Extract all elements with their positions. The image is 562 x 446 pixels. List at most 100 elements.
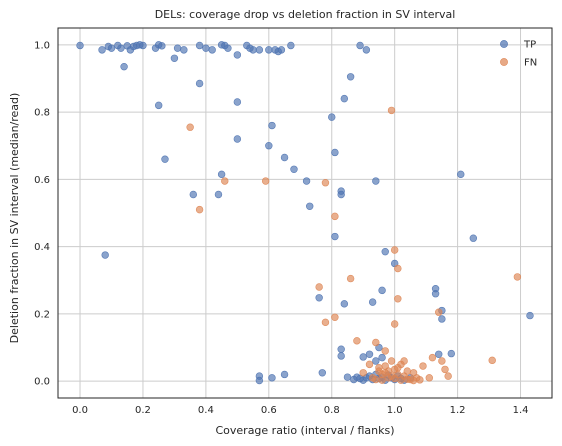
y-tick-label: 0.0 xyxy=(34,377,50,388)
data-point-fn xyxy=(195,205,204,214)
legend-marker-fn xyxy=(500,58,508,66)
grid-lines xyxy=(58,28,552,398)
data-point-fn xyxy=(390,320,399,328)
data-point-tp xyxy=(280,153,289,162)
data-point-tp xyxy=(287,41,295,50)
data-point-tp xyxy=(378,353,386,362)
data-point-tp xyxy=(290,165,298,173)
data-point-fn xyxy=(387,357,396,365)
data-point-tp xyxy=(233,51,242,59)
data-point-tp xyxy=(217,170,226,179)
data-point-fn xyxy=(425,374,433,382)
data-point-tp xyxy=(340,94,349,103)
data-point-tp xyxy=(372,357,380,365)
data-point-fn xyxy=(186,123,194,131)
data-point-tp xyxy=(447,349,456,358)
series-fn xyxy=(186,106,522,385)
y-axis-ticks: 0.0 0.2 0.4 0.6 0.8 1.0 xyxy=(34,40,50,387)
data-point-fn xyxy=(381,369,389,377)
data-point-tp xyxy=(233,135,242,143)
data-point-tp xyxy=(170,54,179,62)
data-point-tp xyxy=(158,42,166,50)
data-point-fn xyxy=(353,337,361,345)
data-point-tp xyxy=(328,113,336,121)
data-point-tp xyxy=(224,44,232,52)
data-point-tp xyxy=(255,46,264,54)
x-tick-label: 0.2 xyxy=(135,405,151,416)
data-point-tp xyxy=(331,232,339,241)
data-point-fn xyxy=(419,362,427,370)
data-point-fn xyxy=(365,360,374,369)
data-point-tp xyxy=(101,251,109,259)
x-tick-label: 1.2 xyxy=(450,405,466,416)
data-point-tp xyxy=(359,353,367,361)
data-point-tp xyxy=(346,73,355,81)
data-point-fn xyxy=(416,376,424,384)
data-point-tp xyxy=(154,101,163,110)
x-axis-label: Coverage ratio (interval / flanks) xyxy=(215,424,394,437)
data-point-fn xyxy=(513,273,522,281)
data-point-tp xyxy=(438,315,446,323)
data-point-tp xyxy=(189,190,197,199)
data-point-fn xyxy=(331,313,339,321)
data-point-tp xyxy=(362,46,371,54)
data-point-fn xyxy=(441,365,449,374)
data-point-tp xyxy=(315,294,323,302)
x-tick-label: 0.6 xyxy=(261,405,277,416)
data-point-tp xyxy=(208,46,216,54)
data-point-fn xyxy=(387,372,396,380)
y-axis-label: Deletion fraction in SV interval (median… xyxy=(8,93,21,344)
data-point-tp xyxy=(337,352,345,360)
data-point-tp xyxy=(268,374,276,382)
data-point-fn xyxy=(394,264,402,273)
data-point-fn xyxy=(394,295,402,303)
data-point-fn xyxy=(378,376,386,384)
data-point-tp xyxy=(265,46,273,54)
data-point-tp xyxy=(435,350,443,358)
series-tp xyxy=(76,41,534,385)
data-point-tp xyxy=(306,202,314,210)
data-point-fn xyxy=(321,318,330,327)
data-point-tp xyxy=(318,369,327,377)
y-tick-label: 1.0 xyxy=(34,40,50,51)
y-tick-label: 0.2 xyxy=(34,309,50,320)
data-point-tp xyxy=(365,350,374,358)
legend: TP FN xyxy=(500,40,537,69)
data-point-tp xyxy=(340,300,349,308)
data-point-tp xyxy=(457,170,465,179)
y-tick-label: 0.8 xyxy=(34,108,50,119)
data-point-fn xyxy=(221,177,229,185)
x-tick-label: 0.4 xyxy=(198,405,214,416)
data-point-tp xyxy=(120,62,128,71)
data-point-tp xyxy=(337,345,345,353)
data-point-fn xyxy=(375,364,383,372)
data-point-tp xyxy=(139,41,147,50)
data-point-tp xyxy=(180,46,188,54)
legend-label-tp: TP xyxy=(523,40,536,51)
data-point-tp xyxy=(356,41,364,50)
data-point-fn xyxy=(359,369,367,377)
data-point-tp xyxy=(173,44,182,52)
data-point-fn xyxy=(387,106,396,115)
data-point-tp xyxy=(368,298,377,306)
data-point-fn xyxy=(394,364,402,372)
x-tick-label: 1.0 xyxy=(387,405,403,416)
data-point-tp xyxy=(117,44,125,52)
plot-area-frame xyxy=(57,27,553,399)
data-point-tp xyxy=(280,370,289,379)
data-point-fn xyxy=(444,372,452,380)
data-point-tp xyxy=(76,41,84,50)
y-tick-label: 0.4 xyxy=(34,242,50,253)
legend-marker-tp xyxy=(500,40,508,48)
data-point-fn xyxy=(321,179,330,187)
data-point-fn xyxy=(428,353,437,362)
data-point-fn xyxy=(435,308,443,316)
data-point-tp xyxy=(431,284,440,293)
x-tick-label: 0.8 xyxy=(324,405,340,416)
data-point-tp xyxy=(526,311,534,320)
chart-title: DELs: coverage drop vs deletion fraction… xyxy=(155,8,456,21)
data-point-tp xyxy=(381,247,389,256)
data-point-tp xyxy=(98,46,106,54)
data-point-tp xyxy=(249,46,257,54)
